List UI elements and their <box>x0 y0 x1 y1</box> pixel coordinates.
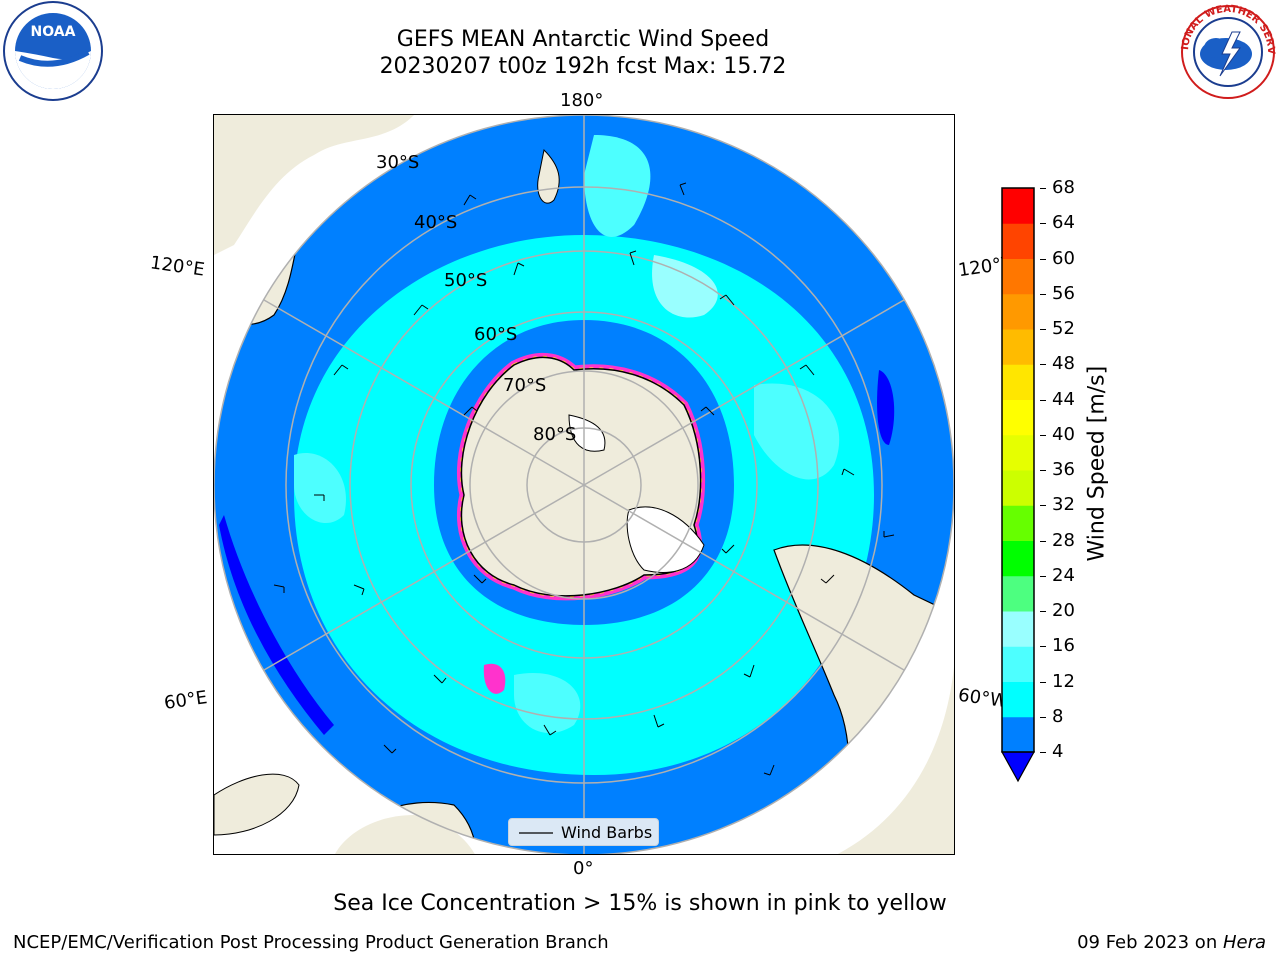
colorbar-segment <box>1002 293 1034 330</box>
colorbar-tick-mark <box>1040 258 1046 260</box>
wind-patch-12-16 <box>584 135 651 237</box>
colorbar-tick-mark <box>1040 716 1046 718</box>
colorbar-tick-label: 16 <box>1052 635 1075 657</box>
footer-date-text: 09 Feb 2023 on <box>1077 932 1223 953</box>
wind-below-4 <box>877 370 895 445</box>
colorbar-tick-label: 64 <box>1052 212 1075 234</box>
lon-label-180: 180° <box>560 90 604 111</box>
colorbar-tick-mark <box>1040 752 1046 753</box>
colorbar-segment <box>1002 329 1034 365</box>
colorbar-tick-mark <box>1040 575 1046 577</box>
legend-label: Wind Barbs <box>561 823 653 842</box>
colorbar-ticks: 4 8 12 16 20 24 28 32 36 40 44 48 52 56 60 64 68 <box>1040 0 1100 960</box>
graticule <box>214 115 954 854</box>
colorbar-tick-mark <box>1040 540 1046 542</box>
corner-land <box>214 115 414 255</box>
colorbar-segment <box>1002 470 1034 506</box>
colorbar-tick-mark <box>1040 329 1046 330</box>
lon-label-120e: 120°E <box>148 252 206 281</box>
colorbar-tick-mark <box>1040 681 1046 683</box>
colorbar-segment <box>1002 575 1034 612</box>
colorbar-frame <box>1001 187 1035 753</box>
wind-patch-12-16 <box>294 453 346 524</box>
colorbar <box>1000 187 1036 783</box>
colorbar-segment <box>1002 223 1034 259</box>
colorbar-segment <box>1002 399 1034 436</box>
noaa-logo-text: NOAA <box>31 24 76 40</box>
footer-host: Hera <box>1222 932 1266 953</box>
colorbar-title: Wind Speed [m/s] <box>1084 365 1110 562</box>
sea-ice-patch <box>483 663 506 694</box>
colorbar-extend-arrow <box>1000 751 1036 783</box>
ice-shelf <box>626 506 705 573</box>
lat-label-30s: 30°S <box>376 152 420 173</box>
map-legend: Wind Barbs <box>508 818 659 846</box>
nws-logo: NATIONAL WEATHER SERVICE <box>1176 2 1276 99</box>
lat-label-80s: 80°S <box>533 424 577 445</box>
colorbar-tick-label: 12 <box>1052 670 1075 692</box>
wind-patch-16-20 <box>652 255 718 318</box>
colorbar-tick-label: 20 <box>1052 600 1075 621</box>
map-title-line1: GEFS MEAN Antarctic Wind Speed <box>396 27 770 52</box>
colorbar-segment <box>1002 188 1034 224</box>
colorbar-tick-label: 52 <box>1052 318 1075 339</box>
lon-label-60e: 60°E <box>162 687 209 714</box>
noaa-logo: NOAA <box>3 1 103 101</box>
colorbar-segment <box>1002 505 1034 541</box>
colorbar-tick-label: 56 <box>1052 282 1075 304</box>
colorbar-tick-mark <box>1040 399 1046 401</box>
corner-land <box>214 773 300 836</box>
wind-barb-legend-line <box>519 832 553 834</box>
colorbar-tick-label: 48 <box>1052 353 1075 375</box>
colorbar-tick-mark <box>1040 293 1046 295</box>
colorbar-tick-label: 28 <box>1052 529 1075 551</box>
colorbar-segment <box>1002 716 1034 753</box>
colorbar-tick-label: 60 <box>1052 247 1075 269</box>
colorbar-tick-label: 32 <box>1052 494 1075 516</box>
wind-barbs <box>273 182 895 776</box>
colorbar-segment <box>1002 364 1034 400</box>
colorbar-segment <box>1002 611 1034 647</box>
colorbar-tick-mark <box>1040 611 1046 612</box>
wind-patch-12-16 <box>754 383 840 480</box>
colorbar-tick-mark <box>1040 434 1046 436</box>
colorbar-tick-mark <box>1040 364 1046 366</box>
colorbar-tick-label: 24 <box>1052 564 1075 586</box>
colorbar-tick-label: 40 <box>1052 423 1075 445</box>
colorbar-segment <box>1002 258 1034 295</box>
sea-ice-note: Sea Ice Concentration > 15% is shown in … <box>333 891 947 916</box>
lat-label-50s: 50°S <box>444 270 488 291</box>
ocean-8-12-band <box>294 235 874 775</box>
ice-shelf <box>568 414 606 452</box>
wind-below-4 <box>219 515 334 735</box>
colorbar-tick-mark <box>1040 505 1046 507</box>
map-title-line2: 20230207 t00z 192h fcst Max: 15.72 <box>379 54 787 79</box>
colorbar-segment <box>1002 540 1034 577</box>
polar-map <box>214 115 954 854</box>
lat-label-40s: 40°S <box>414 212 458 233</box>
map-panel <box>213 114 955 855</box>
footer-date: 09 Feb 2023 on Hera <box>1077 932 1266 953</box>
lat-label-70s: 70°S <box>503 375 547 396</box>
colorbar-segment <box>1002 646 1034 682</box>
footer-credit: NCEP/EMC/Verification Post Processing Pr… <box>13 932 609 953</box>
colorbar-tick-label: 8 <box>1052 705 1064 727</box>
colorbar-tick-mark <box>1040 470 1046 471</box>
lat-label-60s: 60°S <box>474 324 518 345</box>
colorbar-tick-label: 68 <box>1052 177 1075 198</box>
colorbar-tick-label: 36 <box>1052 459 1075 480</box>
corner-land <box>837 666 954 854</box>
colorbar-segment <box>1002 434 1034 471</box>
colorbar-segment <box>1002 681 1034 718</box>
lon-label-0: 0° <box>573 858 594 879</box>
colorbar-tick-mark <box>1040 188 1046 189</box>
corner-land <box>335 815 475 854</box>
colorbar-tick-mark <box>1040 223 1046 225</box>
colorbar-tick-mark <box>1040 646 1046 648</box>
colorbar-tick-label: 44 <box>1052 388 1075 410</box>
colorbar-tick-label: 4 <box>1052 741 1064 762</box>
